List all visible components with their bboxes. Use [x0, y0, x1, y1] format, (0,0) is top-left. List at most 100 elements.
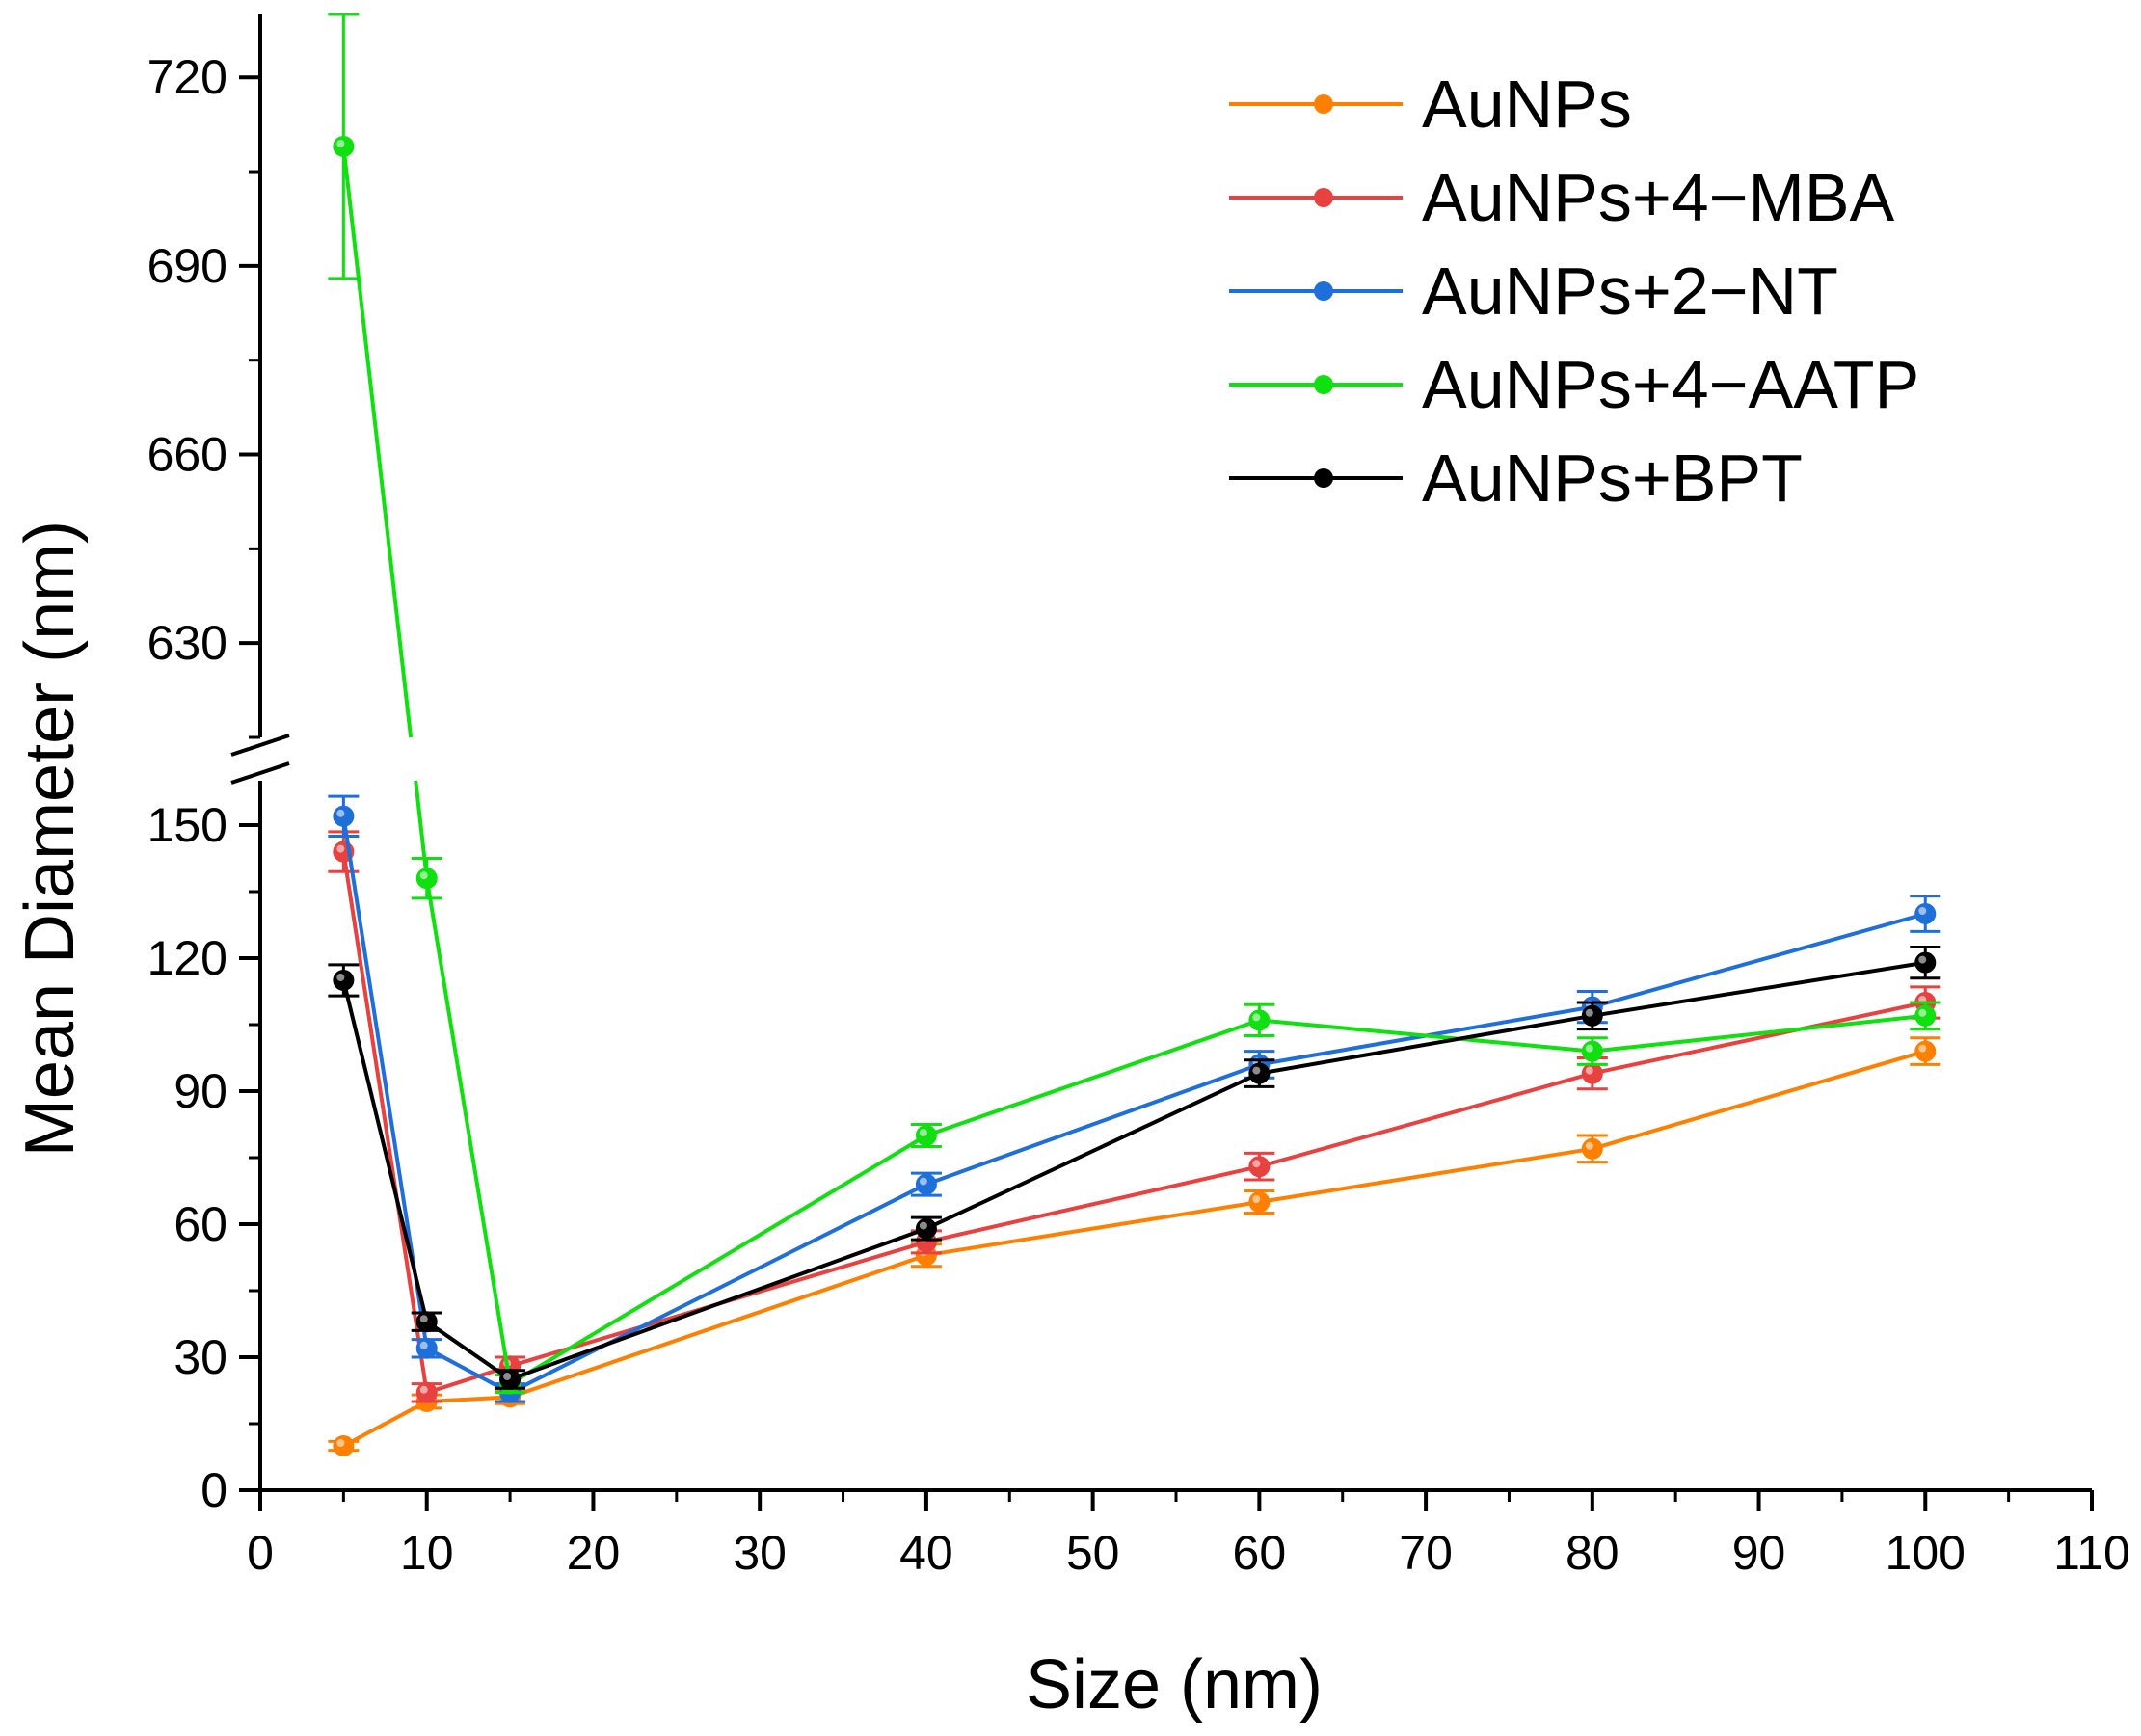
series-line-segment — [425, 1347, 512, 1395]
legend-item: AuNPs+BPT — [1229, 441, 1803, 516]
data-point — [415, 1381, 438, 1403]
legend-marker — [1314, 468, 1333, 488]
y-tick-label: 30 — [174, 1330, 227, 1384]
x-tick-label: 110 — [2053, 1526, 2130, 1580]
data-point-highlight — [1252, 1195, 1261, 1203]
series-line-segment — [1259, 1146, 1593, 1204]
legend-label: AuNPs+2−NT — [1422, 254, 1838, 329]
data-point — [415, 1337, 438, 1359]
legend-label: AuNPs+BPT — [1422, 441, 1803, 516]
data-point — [333, 970, 355, 991]
data-point-highlight — [1585, 1044, 1593, 1053]
series-line-segment — [925, 1071, 1261, 1231]
series-line-segment — [341, 851, 429, 1394]
data-point — [1248, 1009, 1271, 1031]
data-point — [915, 1125, 937, 1146]
data-point-highlight — [1918, 907, 1927, 915]
y-tick-label: 720 — [147, 50, 227, 104]
x-tick-label: 70 — [1399, 1526, 1453, 1580]
data-point-highlight — [419, 1385, 428, 1394]
legend-label: AuNPs+4−AATP — [1422, 347, 1919, 422]
legend-item: AuNPs+4−MBA — [1229, 160, 1895, 235]
data-point — [499, 1369, 522, 1390]
x-tick-label: 20 — [567, 1526, 621, 1580]
y-tick-label: 630 — [147, 616, 227, 670]
legend-label: AuNPs+4−MBA — [1422, 160, 1895, 235]
series-line-segment — [1592, 1013, 1926, 1054]
series-line-segment — [509, 1253, 927, 1400]
data-point-highlight — [1918, 955, 1927, 964]
x-tick-label: 40 — [899, 1526, 953, 1580]
series-line-segment — [414, 780, 429, 879]
y-tick-label: 120 — [147, 931, 227, 985]
data-point-highlight — [419, 1315, 428, 1323]
data-point — [1914, 1040, 1937, 1062]
y-tick-label: 690 — [147, 239, 227, 293]
series-line-segment — [925, 1200, 1260, 1258]
data-point — [333, 135, 355, 157]
data-point-highlight — [1918, 1044, 1927, 1053]
series-line-segment — [1592, 1049, 1926, 1151]
x-tick-label: 80 — [1566, 1526, 1619, 1580]
series-line-segment — [1259, 1018, 1593, 1054]
data-point-highlight — [336, 844, 345, 853]
data-point-highlight — [1585, 1066, 1593, 1075]
data-point — [1914, 903, 1937, 924]
series-line-segment — [1592, 1001, 1926, 1076]
legend-item: AuNPs — [1229, 67, 1632, 142]
x-axis-title: Size (nm) — [1026, 1646, 1323, 1723]
series-line-segment — [925, 1018, 1261, 1137]
legend-marker — [1314, 375, 1333, 394]
data-point-highlight — [336, 1439, 345, 1447]
x-tick-label: 60 — [1233, 1526, 1287, 1580]
data-point — [1581, 1062, 1603, 1084]
data-point-highlight — [1585, 1008, 1593, 1017]
axis-break-slash — [230, 734, 290, 757]
data-point — [415, 868, 438, 890]
data-point-highlight — [336, 139, 345, 147]
series-line-segment — [925, 1062, 1261, 1187]
data-point-highlight — [1918, 1008, 1927, 1017]
y-tick-label: 90 — [174, 1064, 227, 1118]
series-line-segment — [509, 1182, 927, 1395]
data-point-highlight — [1252, 1013, 1261, 1022]
x-tick-label: 100 — [1886, 1526, 1966, 1580]
data-point-highlight — [1585, 1141, 1593, 1150]
data-point-highlight — [419, 871, 428, 880]
data-point — [333, 1435, 355, 1456]
series-line-segment — [1258, 1071, 1593, 1169]
legend-item: AuNPs+2−NT — [1229, 254, 1838, 329]
data-point — [333, 805, 355, 827]
series-line-segment — [509, 1134, 927, 1386]
axis-break-slash — [230, 761, 290, 785]
y-tick-label: 660 — [147, 428, 227, 482]
legend-marker — [1314, 281, 1333, 301]
data-point — [1248, 1062, 1271, 1084]
series-line-segment — [509, 1226, 927, 1381]
series-4 — [328, 946, 1941, 1390]
series-2 — [328, 794, 1941, 1403]
series-line-segment — [341, 146, 414, 738]
data-point — [1248, 1156, 1271, 1178]
series-0 — [328, 1036, 1941, 1456]
data-point-highlight — [1252, 1066, 1261, 1075]
data-point-highlight — [919, 1129, 927, 1136]
series-line-segment — [925, 1164, 1260, 1244]
y-axis-title: Mean Diameter (nm) — [12, 521, 89, 1157]
legend: AuNPs AuNPs+4−MBA AuNPs+2−NT AuNPs+4−AATP Au… — [1229, 67, 1919, 516]
data-point — [915, 1173, 937, 1195]
data-point — [415, 1311, 438, 1333]
axis-break-marks — [230, 734, 290, 785]
x-tick-label: 10 — [400, 1526, 454, 1580]
series-line-segment — [1259, 1013, 1593, 1076]
data-point — [915, 1217, 937, 1240]
data-point-highlight — [919, 1177, 927, 1186]
x-tick-label: 90 — [1732, 1526, 1786, 1580]
data-point — [1914, 951, 1937, 974]
series-line-segment — [1592, 960, 1926, 1018]
data-point-highlight — [919, 1221, 927, 1230]
data-point — [1581, 1137, 1603, 1160]
y-tick-label: 150 — [147, 798, 227, 852]
data-point — [1914, 1004, 1937, 1027]
